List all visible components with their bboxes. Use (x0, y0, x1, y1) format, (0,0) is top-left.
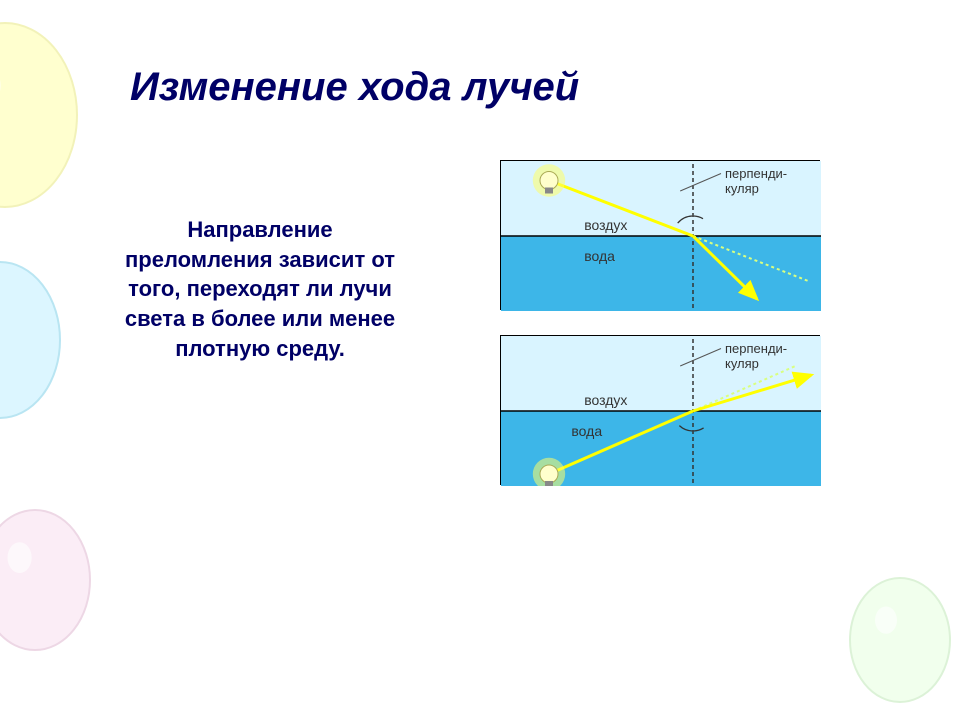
diagram-label-perp: перпенди- куляр (725, 341, 787, 371)
diagram-label-water: вода (571, 423, 602, 439)
slide-paragraph: Направление преломления зависит от того,… (115, 215, 405, 363)
slide-title: Изменение хода лучей (130, 65, 579, 110)
diagram-label-water: вода (584, 248, 615, 264)
diagram-label-air: воздух (584, 217, 627, 233)
refraction-diagram-water-to-air: перпенди- куляр воздух вода (500, 335, 820, 485)
diagram-label-air: воздух (584, 392, 627, 408)
diagram-label-perp: перпенди- куляр (725, 166, 787, 196)
refraction-diagram-air-to-water: перпенди- куляр воздух вода (500, 160, 820, 310)
